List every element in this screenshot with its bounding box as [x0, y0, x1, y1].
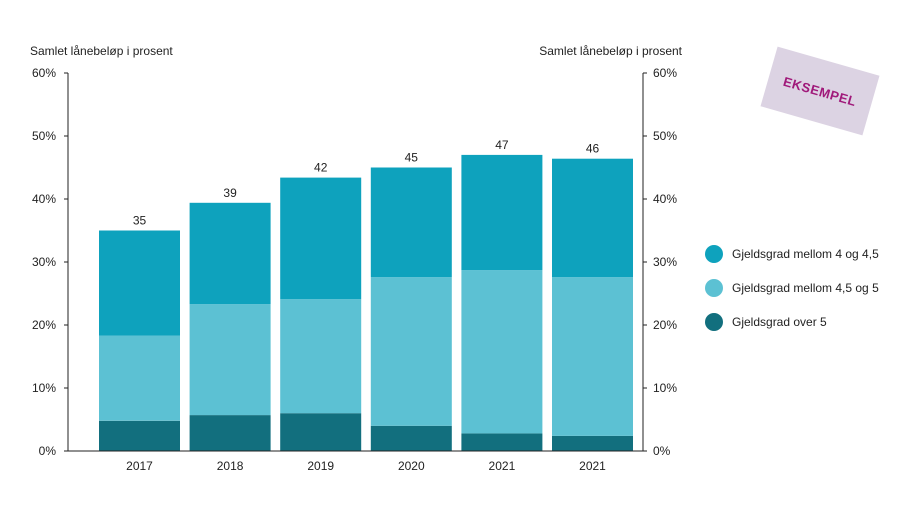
- y-tick-label-right: 20%: [653, 318, 677, 332]
- y-tick-label-left: 30%: [32, 255, 56, 269]
- y-tick-label-right: 30%: [653, 255, 677, 269]
- x-tick-label: 2021: [579, 459, 606, 473]
- bar-segment-2-series-3: [189, 202, 271, 305]
- bar-segment-4-series-3: [370, 167, 452, 278]
- bar-segment-2-series-1: [189, 415, 271, 451]
- legend-label: Gjeldsgrad mellom 4 og 4,5: [732, 247, 879, 261]
- bar-segment-5-series-1: [461, 433, 543, 451]
- bar-total-label: 45: [405, 151, 419, 165]
- x-tick-label: 2020: [398, 459, 425, 473]
- bar-segment-6-series-1: [552, 435, 633, 451]
- legend-marker: [705, 245, 723, 263]
- legend-label: Gjeldsgrad over 5: [732, 315, 827, 329]
- bar-segment-6-series-2: [552, 277, 633, 436]
- bars-layer: [99, 154, 633, 451]
- bar-segment-1-series-1: [99, 420, 180, 451]
- y-tick-label-right: 60%: [653, 66, 677, 80]
- bar-total-label: 47: [495, 138, 509, 152]
- bar-segment-5-series-3: [461, 154, 543, 271]
- y-tick-label-right: 50%: [653, 129, 677, 143]
- bar-segment-3-series-3: [280, 177, 362, 300]
- legend-label: Gjeldsgrad mellom 4,5 og 5: [732, 281, 879, 295]
- bar-segment-6-series-3: [552, 158, 633, 278]
- example-stamp-background: [760, 46, 880, 136]
- y-axis-title-right: Samlet lånebeløp i prosent: [539, 44, 682, 58]
- example-stamp: EKSEMPEL: [760, 46, 880, 136]
- axes-layer: [64, 72, 647, 452]
- bar-segment-3-series-2: [280, 299, 362, 414]
- y-tick-label-right: 40%: [653, 192, 677, 206]
- bar-total-label: 39: [223, 186, 237, 200]
- x-tick-label: 2021: [489, 459, 516, 473]
- y-tick-label-left: 20%: [32, 318, 56, 332]
- bar-total-label: 35: [133, 214, 147, 228]
- x-tick-label: 2017: [126, 459, 153, 473]
- bar-segment-5-series-2: [461, 270, 543, 434]
- bar-segment-4-series-1: [370, 425, 452, 451]
- y-tick-label-left: 40%: [32, 192, 56, 206]
- legend-marker: [705, 279, 723, 297]
- labels-layer: 35 2017 39 2018 42 2019 45 2020 47 2021 46 2021 0% 0%…: [32, 66, 677, 473]
- x-tick-label: 2019: [307, 459, 334, 473]
- y-tick-label-right: 10%: [653, 381, 677, 395]
- legend-marker: [705, 313, 723, 331]
- bar-segment-3-series-1: [280, 413, 362, 451]
- bar-segment-4-series-2: [370, 277, 452, 426]
- x-tick-label: 2018: [217, 459, 244, 473]
- y-tick-label-left: 60%: [32, 66, 56, 80]
- legend: Gjeldsgrad mellom 4 og 4,5 Gjeldsgrad mel…: [705, 245, 879, 331]
- bar-segment-1-series-2: [99, 335, 180, 421]
- y-axis-title-left: Samlet lånebeløp i prosent: [30, 44, 173, 58]
- y-tick-label-right: 0%: [653, 444, 671, 458]
- bar-total-label: 46: [586, 142, 600, 156]
- y-tick-label-left: 10%: [32, 381, 56, 395]
- bar-segment-1-series-3: [99, 230, 180, 336]
- bar-total-label: 42: [314, 161, 328, 175]
- y-tick-label-left: 0%: [39, 444, 57, 458]
- bar-segment-2-series-2: [189, 304, 271, 416]
- y-tick-label-left: 50%: [32, 129, 56, 143]
